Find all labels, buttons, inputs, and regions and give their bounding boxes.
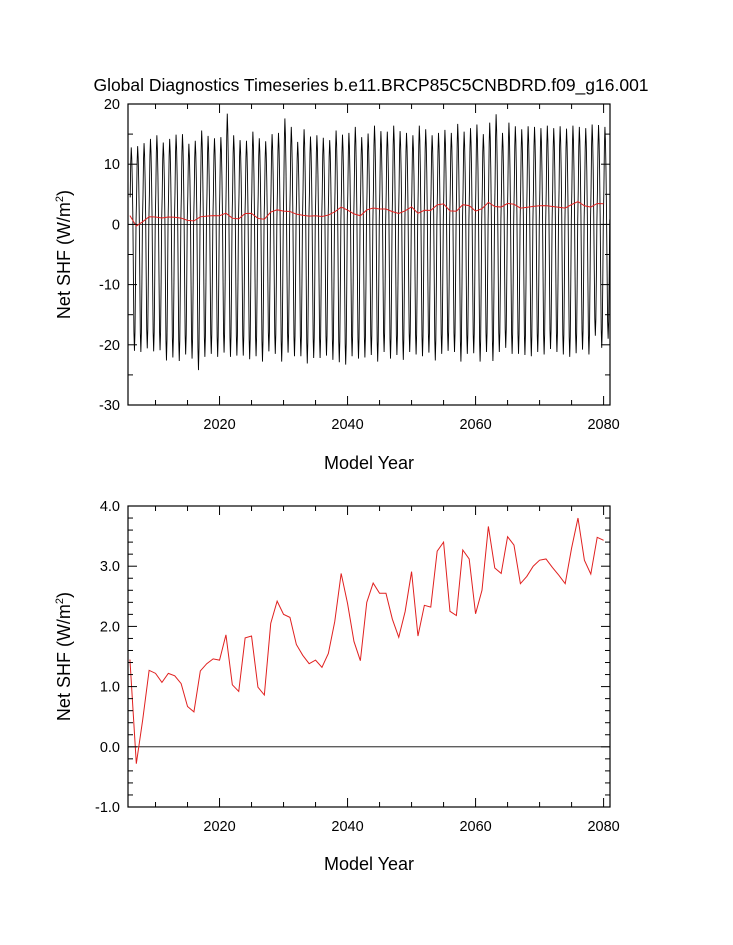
chart-title: Global Diagnostics Timeseries b.e11.BRCP… — [93, 75, 648, 96]
y-axis-label-main: Net SHF (W/m — [54, 604, 74, 721]
y-tick-label: 20 — [104, 97, 120, 113]
x-tick-label: 2040 — [331, 417, 363, 433]
x-axis-label: Model Year — [324, 854, 414, 874]
x-tick-label: 2020 — [203, 819, 235, 835]
series-line-monthly — [129, 113, 611, 371]
y-tick-label: 10 — [104, 157, 120, 173]
series-line-annual-mean — [129, 517, 604, 764]
y-tick-label: -30 — [99, 398, 120, 414]
annual-panel: 2020 2040 2060 2080 4.0 3.0 2.0 1.0 0.0 -1.0 Model… — [54, 499, 620, 874]
monthly-panel: 2020 2040 2060 2080 20 10 0 -10 -20 -30 Model Year… — [54, 97, 620, 473]
y-tick-label: 1.0 — [100, 680, 120, 696]
y-axis-label-end: ) — [54, 190, 74, 196]
y-axis-label-main: Net SHF (W/m — [54, 202, 74, 319]
x-tick-label: 2060 — [459, 417, 491, 433]
x-tick-label: 2040 — [331, 819, 363, 835]
y-tick-label: -1.0 — [95, 800, 120, 816]
x-tick-label: 2080 — [587, 417, 619, 433]
y-axis-label: Net SHF (W/m2) — [54, 190, 74, 319]
y-tick-label: 4.0 — [100, 499, 120, 515]
plot-frame — [127, 505, 611, 808]
y-tick-label: 2.0 — [100, 619, 120, 635]
x-axis-label: Model Year — [324, 453, 414, 473]
y-axis-label-superscript: 2 — [54, 196, 66, 202]
y-tick-label: -20 — [99, 338, 120, 354]
y-axis-label: Net SHF (W/m2) — [54, 592, 74, 721]
x-tick-label: 2080 — [587, 819, 619, 835]
y-axis-label-superscript: 2 — [54, 598, 66, 604]
x-tick-label: 2020 — [203, 417, 235, 433]
y-tick-label: 0 — [112, 217, 120, 233]
y-tick-label: 3.0 — [100, 559, 120, 575]
x-tick-label: 2060 — [459, 819, 491, 835]
y-axis-label-end: ) — [54, 592, 74, 598]
y-tick-label: 0.0 — [100, 740, 120, 756]
y-tick-label: -10 — [99, 278, 120, 294]
